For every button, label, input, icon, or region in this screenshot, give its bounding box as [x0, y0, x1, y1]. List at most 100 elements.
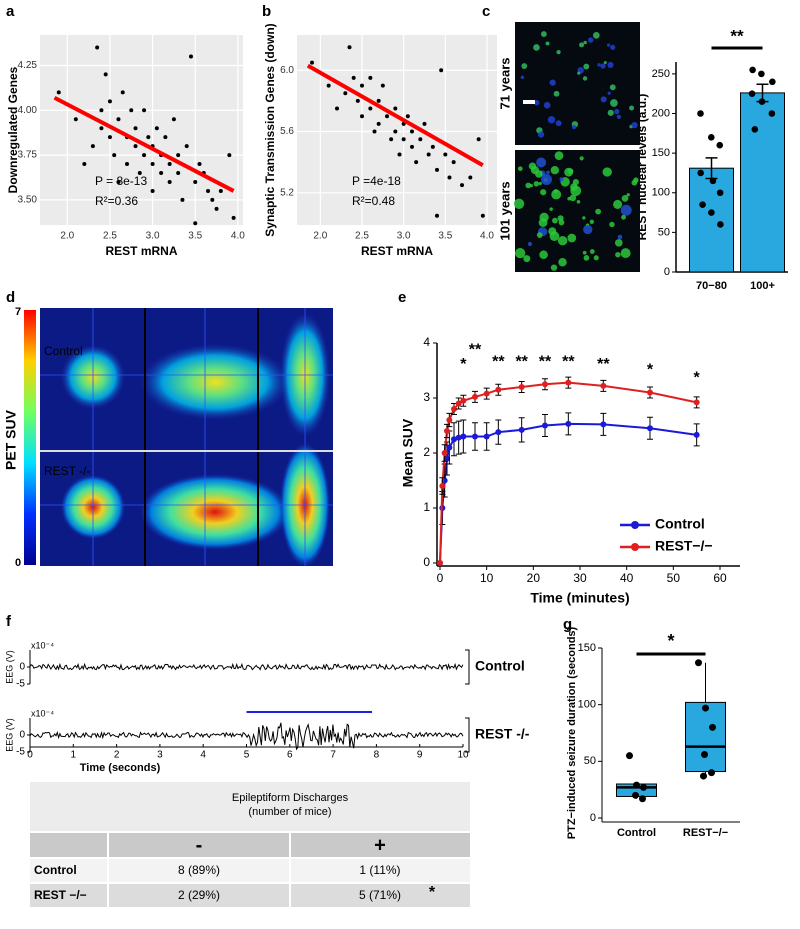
scatter-point: [426, 152, 431, 157]
crosshair: [40, 452, 333, 566]
cell: [536, 232, 543, 239]
table-header: [30, 782, 470, 831]
series-marker: [565, 420, 572, 427]
cell: [583, 255, 590, 261]
data-point: [626, 752, 633, 760]
y-tick-label: 0: [19, 662, 25, 673]
cell: [631, 179, 638, 186]
cell: [579, 42, 585, 48]
cell: [556, 49, 561, 55]
data-point: [700, 772, 707, 780]
scatter-point: [197, 162, 202, 167]
scatter-point: [99, 108, 104, 113]
cell: [533, 44, 540, 51]
table-note: *: [429, 884, 436, 901]
cell: [607, 91, 611, 95]
x-tick-label: 2.0: [313, 231, 327, 242]
scatter-point: [107, 99, 112, 104]
scatter-point: [227, 153, 232, 158]
stat-annotation: P = 8e-13: [95, 174, 147, 188]
y-tick-label: 5.6: [280, 126, 294, 137]
y-tick-label: 50: [584, 755, 596, 767]
cell: [533, 181, 540, 187]
cell: [613, 199, 623, 209]
significance: **: [469, 341, 482, 358]
scatter-point: [133, 144, 138, 149]
scatter-point: [150, 162, 155, 167]
data-point: [758, 70, 765, 78]
data-point: [709, 723, 716, 731]
panel-label: b: [262, 3, 271, 20]
legend-marker: [631, 521, 639, 529]
cell: [589, 249, 595, 254]
x-tick-label: 3.5: [188, 231, 202, 242]
y-axis-label: EEG (V): [4, 650, 14, 684]
table-row: [30, 884, 470, 907]
series-marker: [446, 444, 453, 451]
y-tick-label: 0: [664, 266, 670, 278]
x-tick-label: 70−80: [696, 280, 727, 292]
scatter-point: [347, 45, 352, 50]
cell: [582, 250, 587, 255]
significance: **: [562, 353, 575, 370]
scatter-point: [480, 213, 485, 218]
y-tick-label: 100: [652, 187, 670, 199]
box: [685, 701, 726, 773]
x-axis-label: Time (minutes): [530, 590, 629, 606]
series-marker: [693, 399, 700, 406]
plot-background: [40, 35, 243, 225]
trace-label: Control: [475, 658, 525, 674]
cell: [607, 61, 614, 68]
cell: [525, 182, 532, 189]
x-tick-label: 4: [200, 750, 206, 761]
scatter-point: [167, 162, 172, 167]
y-tick-label: 4.00: [18, 105, 38, 116]
series-marker: [455, 434, 462, 441]
data-point: [748, 90, 756, 97]
cell: [607, 109, 614, 116]
cell: [558, 258, 567, 267]
y-axis-label: EEG (V): [4, 718, 14, 752]
cell: [614, 108, 620, 115]
scatter-point: [393, 106, 398, 111]
y-tick-label: 150: [652, 147, 670, 159]
scatter-point: [393, 129, 398, 134]
cell: [567, 168, 574, 174]
series-marker: [451, 406, 457, 412]
cell: [603, 61, 607, 65]
y-tick-label: 0: [423, 555, 430, 569]
table-column: +: [374, 834, 386, 856]
scatter-point: [73, 117, 78, 122]
cell: [583, 40, 587, 45]
scatter-point: [167, 179, 172, 184]
data-point: [769, 78, 776, 86]
data-point: [717, 221, 724, 228]
cell: [554, 151, 564, 161]
scatter-point: [447, 175, 452, 180]
y-tick-label: 1: [423, 500, 430, 514]
y-tick-label: 6.0: [280, 65, 294, 76]
cell: [514, 247, 526, 259]
data-point: [707, 133, 715, 141]
data-point: [639, 795, 646, 803]
cell: [551, 189, 562, 200]
cell: [615, 252, 621, 258]
scatter-point: [103, 72, 108, 77]
y-tick-label: 0: [590, 812, 596, 824]
data-point: [708, 209, 715, 216]
scatter-point: [376, 98, 381, 103]
scatter-point: [180, 197, 185, 202]
x-tick-label: 30: [573, 571, 587, 585]
cell: [549, 231, 560, 241]
scatter-point: [401, 137, 406, 142]
x-tick-label: 20: [527, 571, 541, 585]
x-axis-label: Time (seconds): [80, 762, 161, 774]
table-row-label: Control: [34, 863, 77, 877]
data-point: [709, 177, 717, 185]
scatter-point: [435, 213, 439, 218]
series-marker: [542, 422, 548, 429]
scatter-point: [142, 153, 147, 158]
micrograph-label: 101 years: [497, 181, 512, 240]
series-marker: [444, 455, 450, 462]
